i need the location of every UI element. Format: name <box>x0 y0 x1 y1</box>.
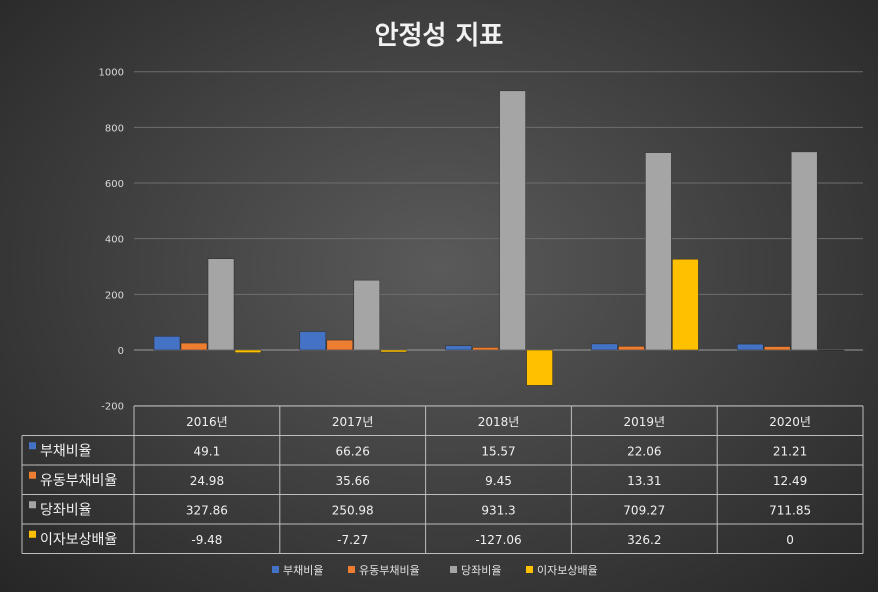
bar-2-4 <box>618 346 645 351</box>
table-value-cell: 49.1 <box>194 444 221 458</box>
table-value-cell: -9.48 <box>191 533 222 547</box>
table-header-cell: 2019년 <box>624 415 666 429</box>
legend-label: 부채비율 <box>283 564 323 577</box>
bar-2-2 <box>326 339 354 351</box>
bar-4-2 <box>380 349 408 353</box>
chart-title: 안정성 지표 <box>375 21 504 51</box>
table-value-cell: 326.2 <box>627 533 661 547</box>
table-legend-key <box>29 471 36 479</box>
y-tick-label: -200 <box>101 402 124 413</box>
y-tick-label: 200 <box>105 290 124 301</box>
bar-3-5 <box>790 151 818 351</box>
bar-4-3 <box>526 349 553 386</box>
table-value-cell: 931.3 <box>481 503 515 517</box>
y-tick-label: 400 <box>105 235 124 246</box>
y-tick-label: 800 <box>105 123 124 134</box>
bar-4-1 <box>234 349 262 353</box>
legend-label: 당좌비율 <box>461 564 501 577</box>
table-value-cell: -7.27 <box>337 533 368 547</box>
bar-4-5 <box>817 349 845 351</box>
table-row-label: 유동부채비율 <box>40 473 117 489</box>
bar-3-2 <box>353 279 381 351</box>
table-value-cell: 250.98 <box>332 503 374 517</box>
table-value-cell: 12.49 <box>773 474 807 488</box>
table-value-cell: 35.66 <box>336 474 370 488</box>
legend-key <box>272 566 279 573</box>
bar-2-3 <box>472 347 499 351</box>
table-header-cell: 2020년 <box>769 415 811 429</box>
table-value-cell: 22.06 <box>627 444 661 458</box>
table-row-label: 당좌비율 <box>40 502 92 518</box>
legend-key <box>450 566 457 573</box>
table-value-cell: -127.06 <box>475 533 521 547</box>
legend-label: 이자보상배율 <box>537 564 598 577</box>
table-legend-key <box>29 501 36 509</box>
y-tick-label: 600 <box>105 179 124 190</box>
legend: 부채비율 유동부채비율 당좌비율 이자보상배율 <box>272 564 598 577</box>
table-row-label: 이자보상배율 <box>40 532 117 548</box>
y-tick-label: 0 <box>118 346 124 357</box>
bar-1-1 <box>153 336 181 351</box>
legend-key <box>348 566 355 573</box>
y-axis: -200 0 200 400 600 800 1000 <box>99 68 124 413</box>
gridlines <box>134 71 863 407</box>
bar-1-3 <box>445 345 472 351</box>
table-header-cell: 2018년 <box>478 415 520 429</box>
bar-1-5 <box>736 343 764 351</box>
y-tick-label: 1000 <box>99 68 124 79</box>
bar-2-1 <box>180 342 208 351</box>
bar-2-5 <box>763 346 791 351</box>
table-value-cell: 15.57 <box>481 444 515 458</box>
bars <box>153 90 845 386</box>
bar-3-1 <box>207 258 235 351</box>
bar-3-4 <box>645 152 672 351</box>
table-value-cell: 709.27 <box>623 503 665 517</box>
bar-1-4 <box>591 343 618 351</box>
table-value-cell: 66.26 <box>336 444 370 458</box>
bar-1-2 <box>299 331 327 351</box>
table-value-cell: 0 <box>786 533 794 547</box>
table-value-cell: 21.21 <box>773 444 807 458</box>
table-legend-key <box>29 530 36 538</box>
table-value-cell: 24.98 <box>190 474 224 488</box>
table-header-cell: 2017년 <box>332 415 374 429</box>
table-value-cell: 13.31 <box>627 474 661 488</box>
table-row-label: 부채비율 <box>40 443 92 459</box>
table-value-cell: 711.85 <box>769 503 811 517</box>
legend-key <box>526 566 533 573</box>
table-header-cell: 2016년 <box>186 415 228 429</box>
bar-4-4 <box>672 258 699 351</box>
table-legend-key <box>29 442 36 450</box>
bar-3-3 <box>499 90 526 351</box>
table-value-cell: 9.45 <box>485 474 512 488</box>
table-value-cell: 327.86 <box>186 503 228 517</box>
legend-label: 유동부채비율 <box>359 564 420 577</box>
